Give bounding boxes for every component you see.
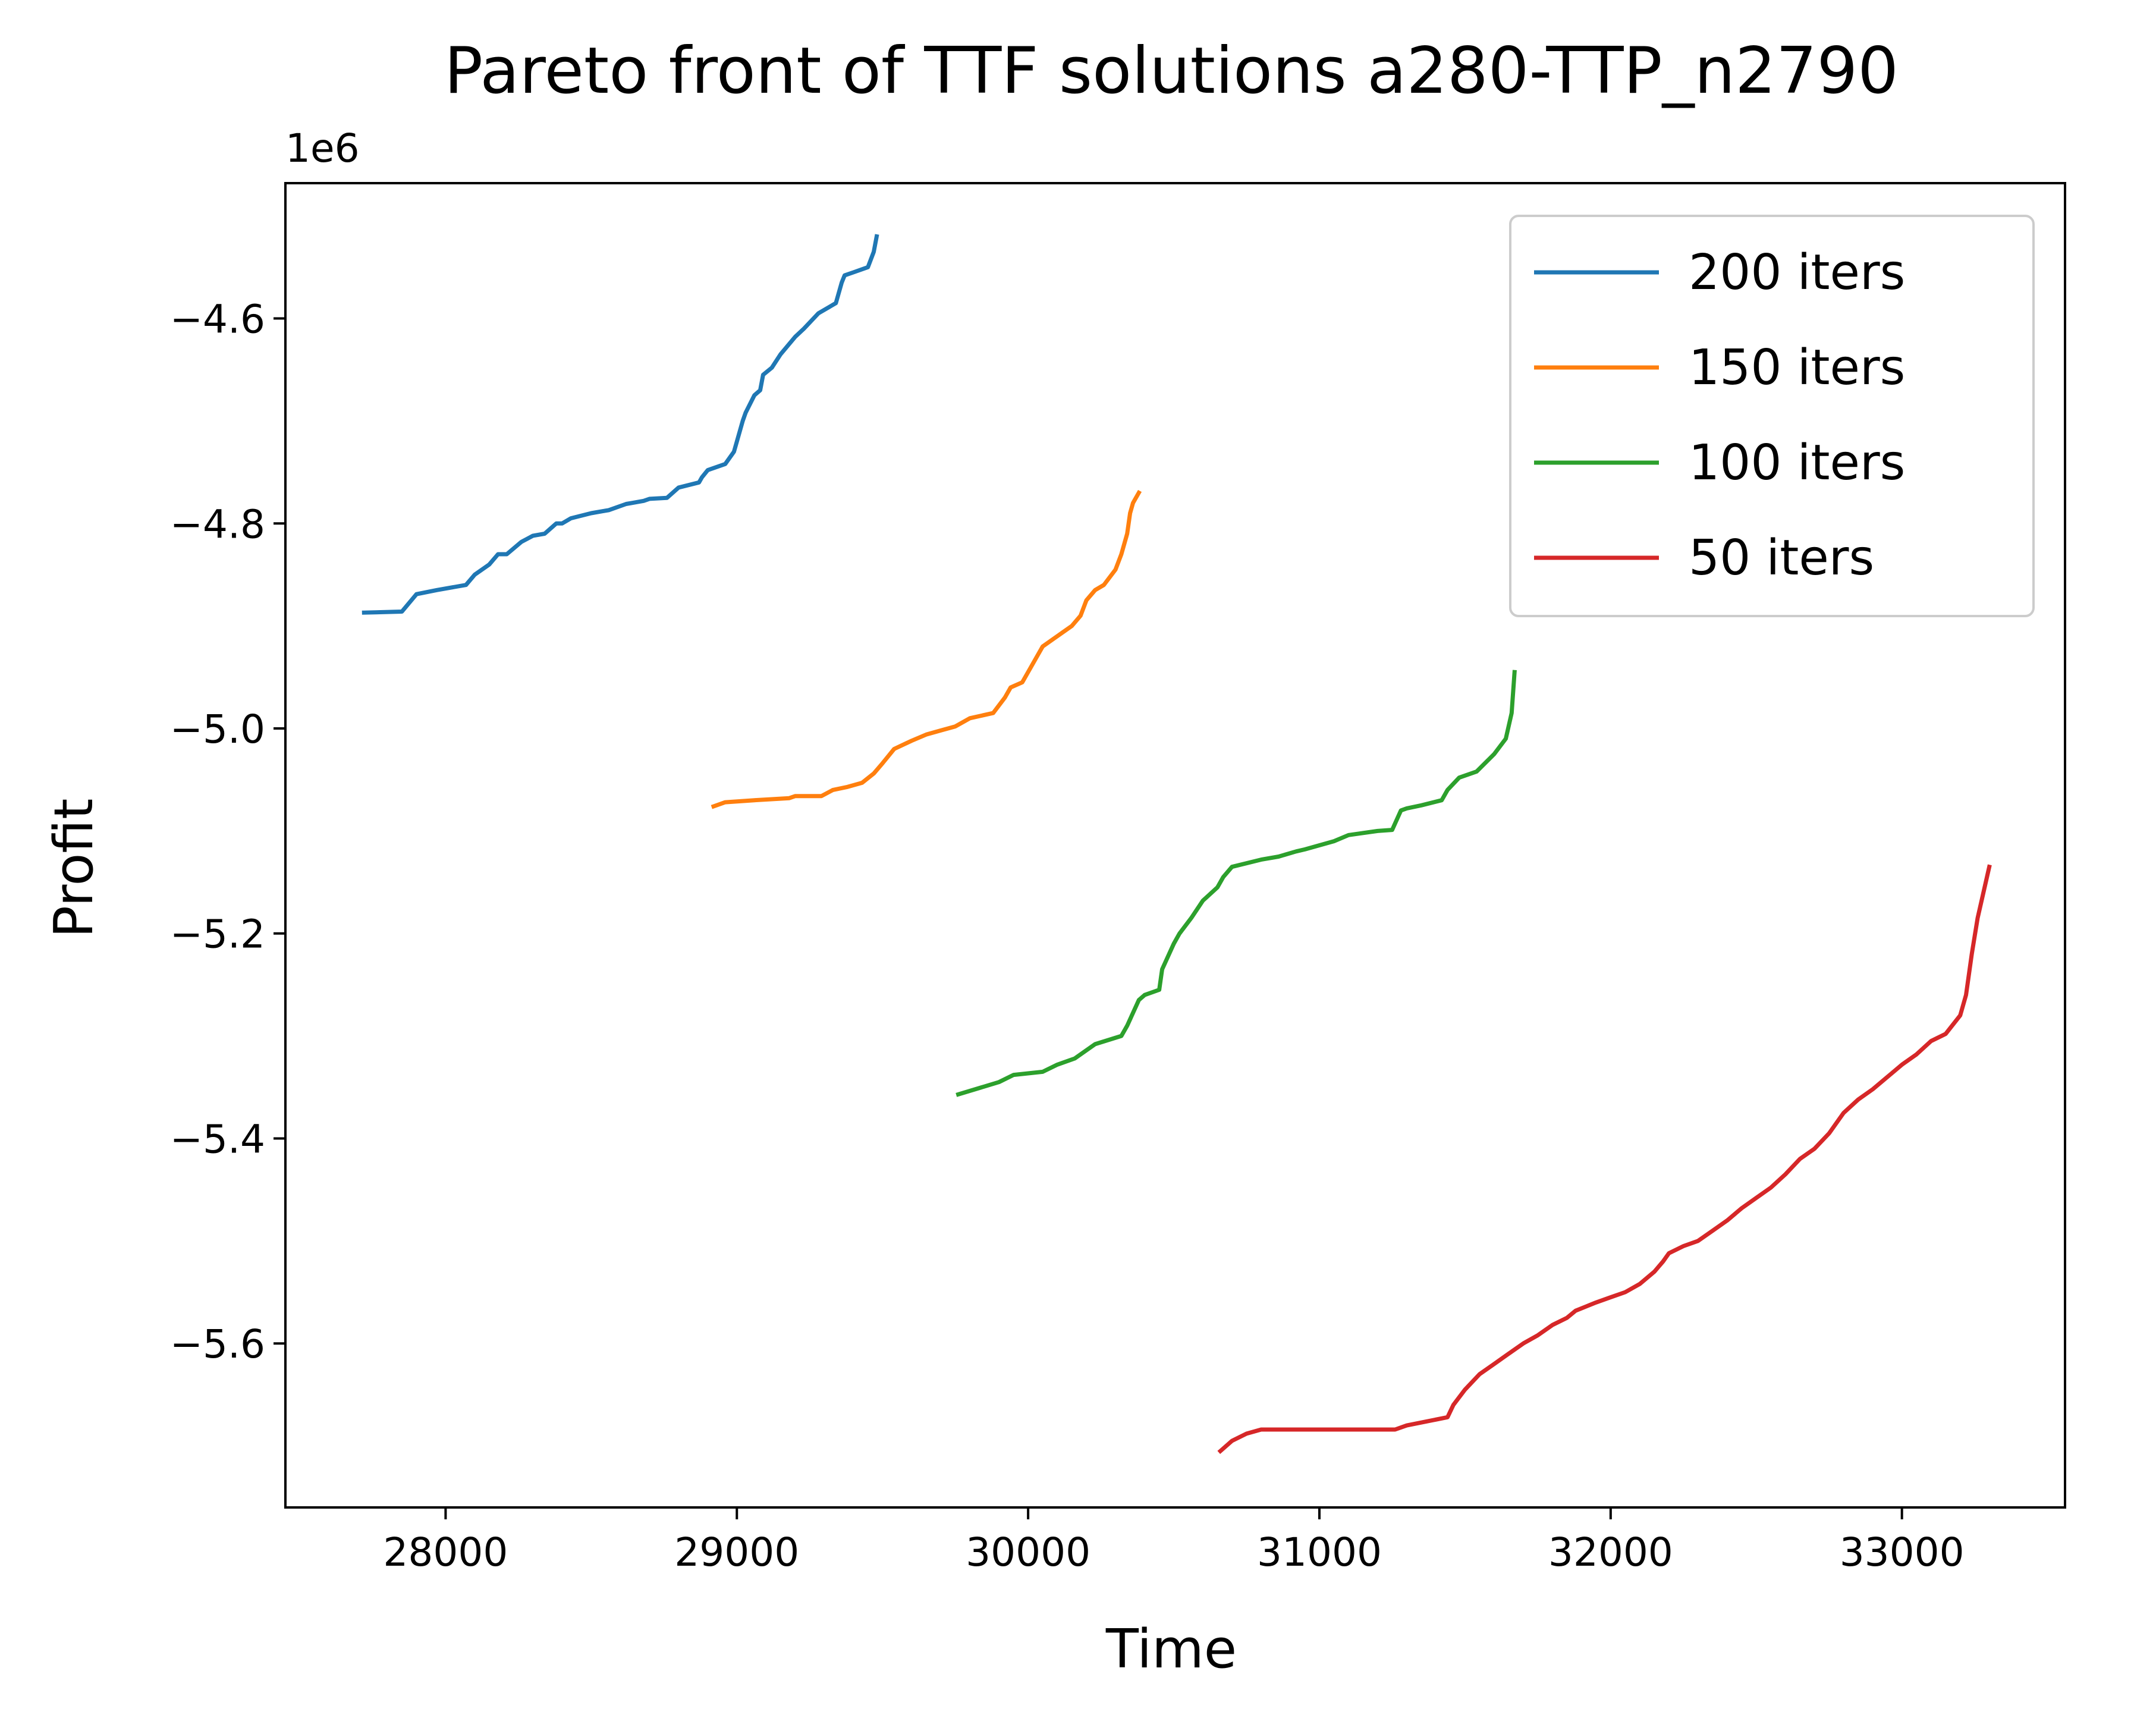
x-tick-label: 33000 bbox=[1840, 1529, 1965, 1575]
series-line-50-iters bbox=[1217, 864, 1992, 1455]
x-tick-label: 32000 bbox=[1548, 1529, 1673, 1575]
y-tick-label: −5.0 bbox=[170, 706, 265, 752]
y-tick-label: −5.6 bbox=[170, 1321, 265, 1367]
y-axis-ticks: −4.6 −4.8 −5.0 −5.2 −5.4 −5.6 bbox=[170, 297, 285, 1367]
plot-area-frame bbox=[284, 182, 2066, 1509]
x-tick-label: 30000 bbox=[966, 1529, 1090, 1575]
legend: 200 iters 150 iters 100 iters 50 iters bbox=[1509, 215, 2035, 617]
x-tick-label: 31000 bbox=[1257, 1529, 1382, 1575]
y-tick-label: −4.6 bbox=[170, 297, 265, 343]
legend-box bbox=[1509, 215, 2035, 617]
x-axis-label: Time bbox=[1105, 1618, 1237, 1680]
x-tick-label: 29000 bbox=[674, 1529, 799, 1575]
legend-label: 50 iters bbox=[1689, 530, 1874, 586]
series-line-200-iters bbox=[362, 234, 879, 615]
series-line-100-iters bbox=[956, 670, 1517, 1097]
legend-label: 200 iters bbox=[1689, 244, 1905, 301]
y-tick-label: −4.8 bbox=[170, 501, 265, 547]
series-line-150-iters bbox=[711, 489, 1142, 809]
chart-title: Pareto front of TTF solutions a280-TTP_n… bbox=[444, 34, 1899, 108]
y-axis-label: Profit bbox=[43, 799, 105, 938]
y-tick-label: −5.4 bbox=[170, 1116, 265, 1162]
legend-label: 150 iters bbox=[1689, 340, 1905, 396]
y-tick-label: −5.2 bbox=[170, 912, 265, 957]
y-axis-offset-label: 1e6 bbox=[285, 125, 360, 171]
x-tick-label: 28000 bbox=[383, 1529, 508, 1575]
x-axis-ticks: 28000 29000 30000 31000 32000 33000 bbox=[383, 1507, 1965, 1575]
series-layer bbox=[362, 234, 1992, 1455]
legend-label: 100 iters bbox=[1689, 435, 1905, 491]
